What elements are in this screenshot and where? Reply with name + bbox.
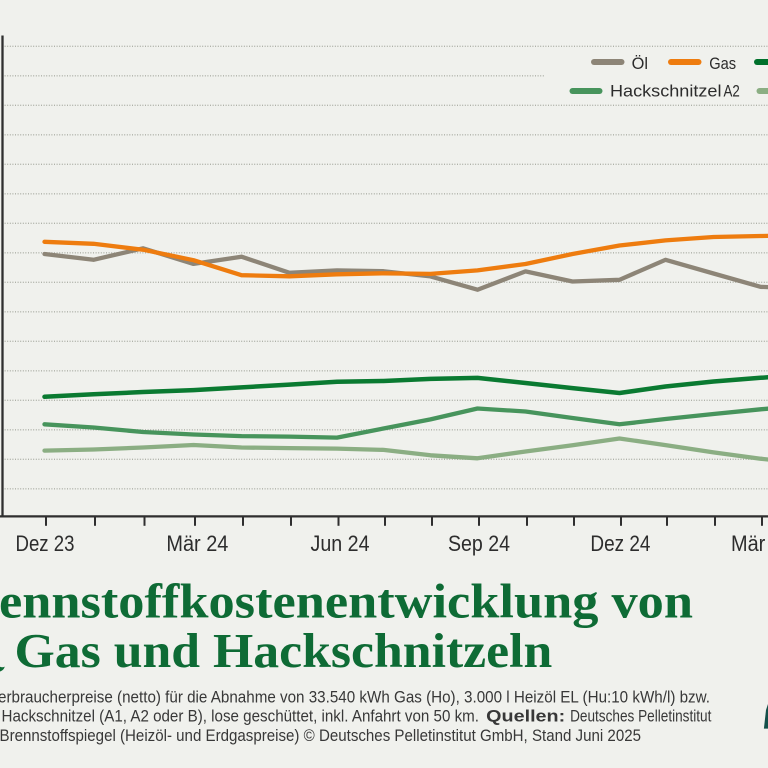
svg-text:Hackschnitzel (A1, A2 oder B),: Hackschnitzel (A1, A2 oder B), lose gesc… [2, 707, 480, 726]
svg-text:Sep 24: Sep 24 [448, 531, 510, 556]
svg-text:Deutsches Pelletinstitut: Deutsches Pelletinstitut [570, 707, 712, 726]
svg-text:Brennstoffspiegel (Heizöl- und: Brennstoffspiegel (Heizöl- und Erdgaspre… [0, 726, 641, 745]
svg-text:Gas: Gas [709, 54, 736, 73]
svg-text:ennstoffkostenentwicklung von: ennstoffkostenentwicklung von [0, 575, 693, 628]
svg-text:A2: A2 [724, 82, 740, 101]
svg-text:Öl: Öl [632, 54, 648, 73]
svg-text:Mär 25: Mär 25 [731, 531, 768, 556]
svg-text:Dez 24: Dez 24 [590, 531, 650, 556]
svg-text:Hackschnitzel: Hackschnitzel [610, 82, 722, 101]
svg-text:Dez 23: Dez 23 [16, 531, 75, 556]
svg-text:Mär 24: Mär 24 [166, 531, 228, 556]
svg-text:erbraucherpreise (netto) für d: erbraucherpreise (netto) für die Abnahme… [0, 687, 710, 706]
svg-text:Gas und Hackschnitzeln: Gas und Hackschnitzeln [15, 625, 553, 678]
svg-text:Jun 24: Jun 24 [311, 531, 370, 556]
svg-text:Quellen:: Quellen: [486, 707, 565, 726]
